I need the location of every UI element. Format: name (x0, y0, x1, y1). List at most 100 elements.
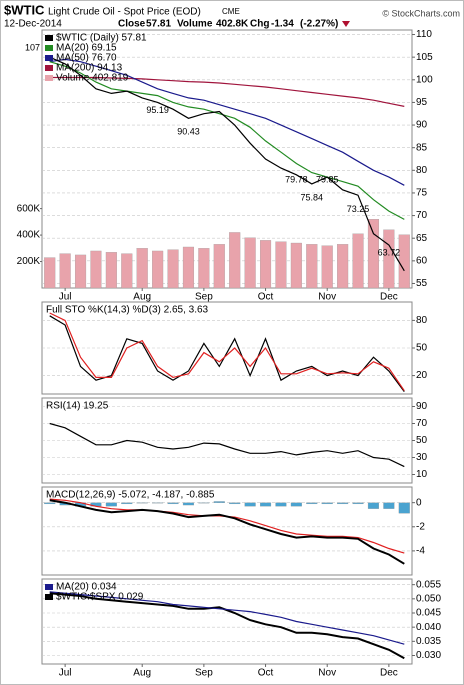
bar (352, 502, 364, 505)
panel-frame (41, 29, 413, 289)
credit: © StockCharts.com (382, 8, 460, 18)
legend-label: MA(50) 76.70 (56, 53, 117, 64)
bar (398, 234, 410, 289)
y-tick-label: 100 (416, 74, 433, 85)
bar (182, 246, 195, 289)
x-tick-label: Jul (59, 668, 72, 679)
bar (290, 242, 302, 289)
bar (398, 502, 410, 514)
price-annotation: 73.25 (347, 204, 370, 214)
bar (383, 229, 395, 289)
series-line (49, 56, 405, 272)
bar (259, 502, 272, 507)
bar (275, 241, 287, 289)
panel-title: RSI(14) 19.25 (46, 401, 109, 412)
y-tick-label: 0.030 (416, 650, 441, 661)
y-tick-label: 0.055 (416, 579, 441, 590)
close-label: Close (118, 19, 146, 30)
y-tick-label: 60 (416, 255, 428, 266)
panel-title: Full STO %K(14,3) %D(3) 2.65, 3.63 (46, 305, 209, 316)
y-tick-label: 65 (416, 233, 428, 244)
bar (321, 502, 333, 505)
y-tick-label: 95 (416, 97, 428, 108)
bar (229, 232, 241, 289)
legend-swatch (45, 584, 53, 590)
price-annotation: 63.72 (378, 247, 401, 257)
bar (121, 253, 133, 289)
series-line (49, 76, 405, 107)
bar (198, 248, 210, 289)
legend-swatch (45, 594, 53, 600)
price-annotation: 79.78 (285, 175, 308, 185)
x-tick-label: Oct (258, 668, 274, 679)
chg-value: -1.34 (271, 19, 294, 30)
down-arrow (342, 21, 350, 27)
bar (198, 502, 210, 504)
legend-swatch (45, 75, 53, 81)
y-tick-label: -4 (416, 546, 425, 557)
left-price-label: 107 (25, 42, 40, 52)
legend-swatch (45, 55, 53, 61)
instrument-name: Light Crude Oil - Spot Price (EOD) (48, 7, 201, 18)
symbol: $WTIC (4, 2, 45, 17)
series-line (49, 422, 405, 468)
price-annotation: 95.19 (146, 105, 169, 115)
close-value: 57.81 (146, 19, 171, 30)
y-tick-label: 85 (416, 142, 428, 153)
panel-frame (41, 578, 413, 665)
y-tick-label: 70 (416, 418, 428, 429)
y-tick-label: 0 (416, 497, 422, 508)
bar (337, 502, 349, 505)
bar (136, 248, 148, 289)
exchange: CME (222, 7, 240, 16)
bar (105, 502, 117, 507)
chg-label: Chg (250, 19, 269, 30)
series-line (49, 312, 405, 392)
bar (167, 502, 179, 505)
bar (290, 502, 302, 507)
bar (275, 502, 287, 507)
price-annotation: 90.43 (177, 126, 200, 136)
bar (167, 249, 179, 289)
bar (244, 237, 256, 289)
bar (105, 252, 117, 289)
bar (244, 502, 256, 507)
x-tick-label: Aug (133, 292, 151, 303)
series-line (49, 592, 405, 660)
y-tick-label: 0.050 (416, 593, 441, 604)
legend-label: MA(20) 69.15 (56, 43, 117, 54)
x-tick-label: Dec (380, 668, 398, 679)
y-tick-label: 0.040 (416, 622, 441, 633)
y2-tick-label: 600K (17, 203, 41, 214)
bar (182, 502, 195, 506)
y-tick-label: 0.035 (416, 636, 441, 647)
legend-label: MA(20) 0.034 (56, 582, 117, 593)
x-tick-label: Aug (133, 668, 151, 679)
price-annotation: 75.84 (301, 193, 324, 203)
panel-title: MACD(12,26,9) -5.072, -4.187, -0.885 (46, 490, 215, 501)
bar (213, 244, 225, 289)
y-tick-label: 75 (416, 188, 428, 199)
bar (352, 233, 364, 289)
y-tick-label: 50 (416, 435, 428, 446)
y-tick-label: 80 (416, 165, 428, 176)
bar (121, 502, 133, 505)
x-tick-label: Nov (318, 292, 336, 303)
panel-frame (41, 486, 413, 576)
legend-label: MA(200) 94.13 (56, 63, 123, 74)
x-tick-label: Sep (195, 668, 213, 679)
bar (383, 502, 395, 509)
y2-tick-label: 400K (17, 230, 41, 241)
bar (152, 502, 164, 504)
x-tick-label: Jul (59, 292, 72, 303)
volume-label: Volume (177, 19, 213, 30)
y-tick-label: 110 (416, 29, 432, 40)
series-line (49, 58, 405, 186)
series-line (49, 315, 405, 392)
series-line (49, 591, 405, 645)
y-tick-label: 20 (416, 370, 428, 381)
y-tick-label: 80 (416, 315, 428, 326)
legend-swatch (45, 45, 53, 51)
y2-tick-label: 200K (17, 256, 41, 267)
